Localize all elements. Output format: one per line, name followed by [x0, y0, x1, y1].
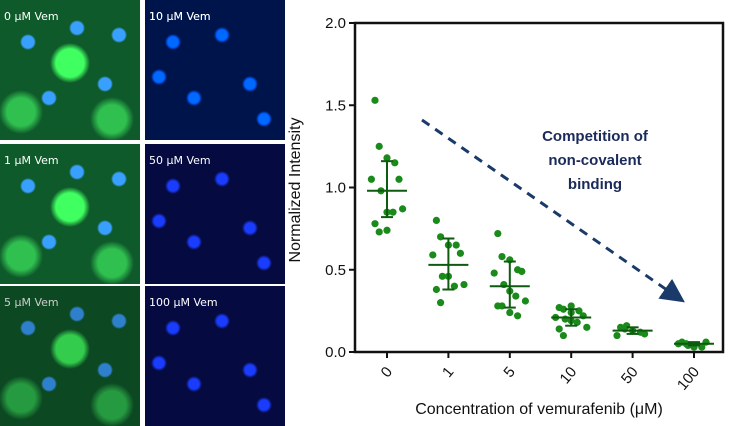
y-tick-label: 1.0 [325, 180, 346, 197]
data-point [375, 142, 383, 150]
data-point [371, 220, 379, 228]
data-point [383, 226, 391, 234]
data-point [460, 280, 468, 289]
annotation-line: non-covalent [548, 152, 641, 169]
data-point [512, 292, 520, 300]
data-point [514, 312, 522, 320]
data-point [389, 208, 397, 216]
x-axis-label: Concentration of vemurafenib (μM) [415, 401, 663, 418]
panel-label: 1 μM Vem [4, 154, 59, 167]
y-tick-label: 0.5 [325, 262, 346, 279]
data-point [437, 299, 445, 307]
y-axis-label: Normalized Intensity [287, 118, 304, 263]
data-point [559, 331, 568, 340]
micrograph-10um: 10 μM Vem [145, 0, 285, 140]
data-point [567, 302, 575, 310]
data-point [490, 269, 498, 277]
panel-label: 10 μM Vem [149, 10, 211, 23]
panel-label: 100 μM Vem [149, 296, 218, 309]
micrograph-0um: 0 μM Vem [0, 0, 140, 140]
data-point [450, 282, 458, 290]
data-point [506, 308, 514, 317]
data-point [518, 267, 526, 275]
micrograph-100um: 100 μM Vem [145, 286, 285, 426]
data-point [432, 216, 440, 224]
micrograph-1um: 1 μM Vem [0, 144, 140, 284]
data-point [395, 175, 403, 183]
y-tick-label: 2.0 [325, 15, 346, 32]
x-tick-label: 1 [439, 364, 457, 381]
x-tick-label: 50 [618, 364, 642, 388]
x-tick-label: 10 [557, 364, 581, 388]
annotation-line: binding [568, 176, 622, 193]
y-tick-label: 0.0 [325, 344, 346, 361]
data-point [438, 272, 446, 280]
micrograph-5um: 5 μM Vem [0, 286, 140, 426]
panel-label: 50 μM Vem [149, 154, 211, 167]
micrograph-50um: 50 μM Vem [145, 144, 285, 284]
data-point [399, 205, 407, 213]
data-point [559, 305, 568, 313]
data-point [432, 285, 440, 294]
panel-label: 5 μM Vem [4, 296, 59, 309]
plot-frame [353, 21, 725, 354]
data-point [367, 175, 375, 183]
data-point [375, 228, 383, 236]
annotation-line: Competition of [542, 128, 649, 145]
data-point [456, 249, 464, 257]
data-point [521, 297, 530, 305]
data-point [383, 154, 391, 162]
data-point [613, 331, 621, 340]
y-tick-label: 1.5 [325, 97, 346, 114]
x-tick-label: 100 [674, 364, 703, 394]
x-tick-label: 5 [500, 364, 518, 381]
trend-arrow [421, 118, 685, 303]
x-tick-label: 0 [378, 364, 396, 381]
data-point [494, 229, 502, 238]
data-point [583, 323, 591, 331]
data-point [573, 318, 581, 326]
data-point [429, 251, 437, 259]
data-point [371, 96, 379, 104]
data-point [452, 241, 460, 249]
panel-label: 0 μM Vem [4, 10, 59, 23]
data-point [555, 325, 563, 333]
data-point [641, 330, 649, 338]
annotation: Competition of non-covalent binding [542, 128, 649, 193]
data-point [498, 252, 506, 261]
